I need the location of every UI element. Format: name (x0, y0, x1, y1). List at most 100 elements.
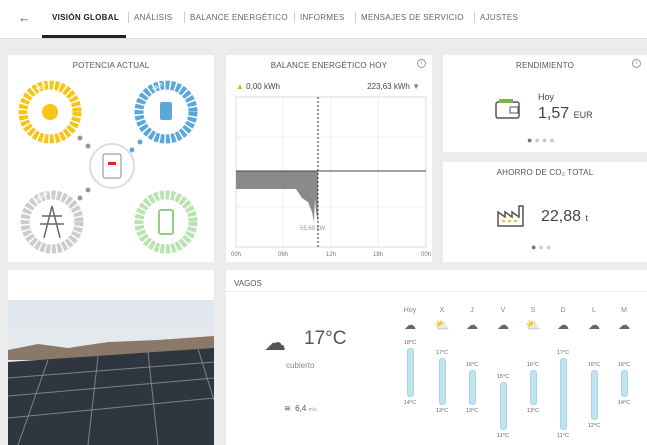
yield-value: 1,57 (538, 105, 569, 122)
forecast-day: L (579, 307, 609, 314)
temp-bar (439, 358, 446, 405)
up-arrow: ▲ (236, 82, 244, 91)
temp-bar (469, 370, 476, 405)
consumption-value: 223,63 kWh (367, 82, 410, 91)
pager[interactable]: ●●●● (527, 135, 557, 145)
forecast-low: 13°C (518, 408, 548, 414)
temp-bar (500, 382, 507, 430)
forecast-day: M (609, 307, 639, 314)
forecast-icon: ☁ (548, 318, 578, 332)
active-tab-underline (42, 35, 126, 38)
tab-separator (355, 12, 356, 23)
forecast-low: 11°C (488, 433, 518, 439)
divider (226, 291, 647, 292)
weather-icon: ☁ (264, 330, 286, 356)
tab-separator (474, 12, 475, 23)
battery-ring (139, 195, 193, 249)
x-tick-label: 12h (326, 252, 336, 258)
forecast-high: 16°C (609, 362, 639, 368)
forecast-day: Hoy (395, 307, 425, 314)
forecast-high: 15°C (488, 374, 518, 380)
current-temp: 17°C (304, 328, 346, 350)
info-button[interactable]: i (632, 59, 641, 68)
tab-separator (294, 12, 295, 23)
yield-unit: EUR (574, 110, 593, 120)
condition: cubierto (286, 361, 314, 370)
forecast-low: 11°C (548, 433, 578, 439)
pylon-icon (40, 206, 64, 238)
nav-tab[interactable]: MENSAJES DE SERVICIO (361, 13, 464, 22)
peak-label: 55,69 kW (300, 226, 326, 232)
forecast-high: 16°C (518, 362, 548, 368)
inverter-led (108, 162, 116, 165)
plant-photo (8, 300, 214, 445)
forecast-icon: ☁ (579, 318, 609, 332)
feed-in: ▲ 0,00 kWh (236, 82, 280, 91)
sun-icon (42, 104, 58, 120)
forecast-high: 18°C (395, 340, 425, 346)
co2-unit: t (586, 213, 589, 223)
feed-in-value: 0,00 kWh (246, 82, 280, 91)
wind-unit: m/s (309, 407, 317, 413)
x-tick-label: 06h (278, 252, 288, 258)
inverter-icon (103, 154, 121, 178)
nav-tab[interactable]: ANÁLISIS (134, 13, 172, 22)
nav-bar: ← VISIÓN GLOBAL ANÁLISIS BALANCE ENERGÉTIC… (0, 0, 647, 39)
tab-separator (184, 12, 185, 23)
co2-amount: 22,88 t (541, 208, 588, 226)
grid-ring (25, 195, 79, 249)
x-tick-label: 18h (373, 252, 383, 258)
info-button[interactable]: i (417, 59, 426, 68)
factory-icon (496, 204, 526, 228)
back-button[interactable]: ← (18, 10, 31, 25)
card-title: POTENCIA ACTUAL (8, 61, 214, 70)
x-tick-label: 00h (231, 252, 241, 258)
wind-speed: 6,4 (295, 404, 306, 413)
forecast-high: 17°C (427, 350, 457, 356)
wallet-icon (495, 98, 521, 120)
forecast-day: V (488, 307, 518, 314)
nav-tab[interactable]: AJUSTES (480, 13, 518, 22)
forecast-day: J (457, 307, 487, 314)
temp-bar (621, 370, 628, 397)
forecast-high: 16°C (579, 362, 609, 368)
temp-bar (407, 348, 414, 397)
plug-icon (160, 102, 172, 120)
power-flow: 16,2 kW 14,6 kW 38,4 kW (8, 72, 214, 262)
location: VAGOS (234, 279, 262, 288)
yield-period: Hoy (538, 92, 554, 102)
card-title: AHORRO DE CO₂ TOTAL (443, 168, 647, 177)
forecast-icon: ⛅ (518, 318, 548, 332)
forecast-high: 17°C (548, 350, 578, 356)
forecast-icon: ☁ (609, 318, 639, 332)
forecast-icon: ☁ (457, 318, 487, 332)
pager[interactable]: ●●● (531, 242, 553, 252)
down-arrow: ▼ (412, 82, 420, 91)
forecast-day: X (427, 307, 457, 314)
forecast-low: 14°C (395, 400, 425, 406)
yield-amount: 1,57 EUR (538, 105, 593, 123)
co2-value: 22,88 (541, 208, 581, 225)
nav-tab[interactable]: VISIÓN GLOBAL (52, 13, 119, 22)
tab-separator (128, 12, 129, 23)
nav-tab[interactable]: INFORMES (300, 13, 345, 22)
forecast-low: 12°C (579, 423, 609, 429)
consumption-total: 223,63 kWh ▼ (367, 82, 420, 91)
wind: ≋ 6,4 m/s (284, 404, 317, 413)
power-card: POTENCIA ACTUAL 16,2 kW 14,6 kW 38,4 kW (8, 55, 214, 262)
dashboard: ← VISIÓN GLOBAL ANÁLISIS BALANCE ENERGÉTIC… (0, 0, 647, 445)
forecast-icon: ☁ (488, 318, 518, 332)
forecast-low: 13°C (427, 408, 457, 414)
balance-card: BALANCE ENERGÉTICO HOY i ▲ 0,00 kWh 223,… (226, 55, 432, 262)
co2-card: AHORRO DE CO₂ TOTAL 22,88 t ●●● (443, 162, 647, 262)
temp-bar (530, 370, 537, 405)
forecast-low: 13°C (457, 408, 487, 414)
forecast-icon: ⛅ (427, 318, 457, 332)
temp-bar (591, 370, 598, 420)
forecast-day: S (518, 307, 548, 314)
nav-tab[interactable]: BALANCE ENERGÉTICO (190, 13, 288, 22)
battery-icon (159, 210, 173, 234)
weather-card: VAGOS ☁ 17°C cubierto ≋ 6,4 m/s Hoy ☁ 18°C… (226, 270, 647, 445)
card-title: RENDIMIENTO (443, 61, 647, 70)
